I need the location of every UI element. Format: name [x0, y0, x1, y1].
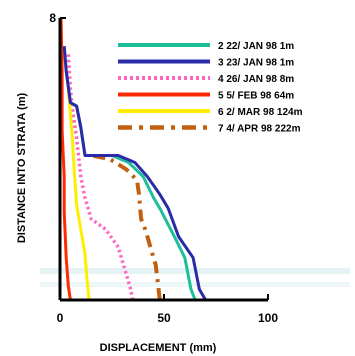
x-tick-label-50: 50 [157, 311, 171, 325]
series-line-4 [59, 17, 72, 301]
x-tick-label-0: 0 [57, 311, 64, 325]
series-layer [59, 17, 207, 301]
series-line-1 [62, 46, 197, 301]
legend-label-3: 4 26/ JAN 98 8m [218, 74, 294, 85]
legend-label-6: 7 4/ APR 98 222m [218, 124, 301, 135]
series-line-3 [66, 53, 135, 301]
legend: 2 22/ JAN 98 1m 3 23/ JAN 98 1m 4 26/ JAN … [118, 41, 303, 135]
x-tick-label-100: 100 [258, 311, 278, 325]
x-axis-label: DISPLACEMENT (mm) [100, 342, 217, 354]
series-line-2 [62, 46, 207, 301]
legend-label-4: 5 5/ FEB 98 64m [218, 91, 294, 102]
series-line-6 [90, 153, 162, 301]
y-axis-label: DISTANCE INTO STRATA (m) [16, 93, 28, 244]
legend-label-2: 3 23/ JAN 98 1m [218, 58, 294, 69]
tick-layer: 0 50 100 8 [49, 11, 278, 325]
legend-label-1: 2 22/ JAN 98 1m [218, 41, 294, 52]
y-tick-label-8: 8 [49, 11, 56, 25]
legend-label-5: 6 2/ MAR 98 124m [218, 107, 303, 118]
